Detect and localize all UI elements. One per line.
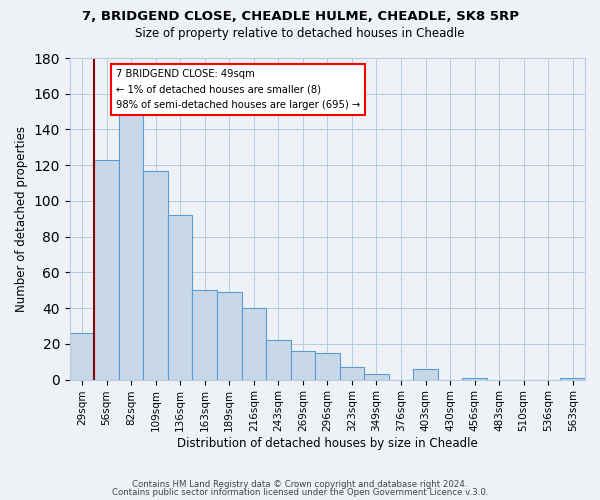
Bar — [560, 378, 585, 380]
Bar — [119, 112, 143, 380]
Bar — [463, 378, 487, 380]
Y-axis label: Number of detached properties: Number of detached properties — [15, 126, 28, 312]
X-axis label: Distribution of detached houses by size in Cheadle: Distribution of detached houses by size … — [177, 437, 478, 450]
Bar — [266, 340, 290, 380]
Bar — [364, 374, 389, 380]
Bar — [94, 160, 119, 380]
Bar — [242, 308, 266, 380]
Text: 7, BRIDGEND CLOSE, CHEADLE HULME, CHEADLE, SK8 5RP: 7, BRIDGEND CLOSE, CHEADLE HULME, CHEADL… — [82, 10, 518, 23]
Text: Contains public sector information licensed under the Open Government Licence v.: Contains public sector information licen… — [112, 488, 488, 497]
Bar — [193, 290, 217, 380]
Bar — [168, 215, 193, 380]
Text: Contains HM Land Registry data © Crown copyright and database right 2024.: Contains HM Land Registry data © Crown c… — [132, 480, 468, 489]
Bar — [315, 353, 340, 380]
Bar — [340, 367, 364, 380]
Bar — [70, 333, 94, 380]
Bar — [217, 292, 242, 380]
Text: Size of property relative to detached houses in Cheadle: Size of property relative to detached ho… — [135, 28, 465, 40]
Bar — [143, 170, 168, 380]
Bar — [413, 369, 438, 380]
Text: 7 BRIDGEND CLOSE: 49sqm
← 1% of detached houses are smaller (8)
98% of semi-deta: 7 BRIDGEND CLOSE: 49sqm ← 1% of detached… — [116, 70, 361, 110]
Bar — [290, 351, 315, 380]
